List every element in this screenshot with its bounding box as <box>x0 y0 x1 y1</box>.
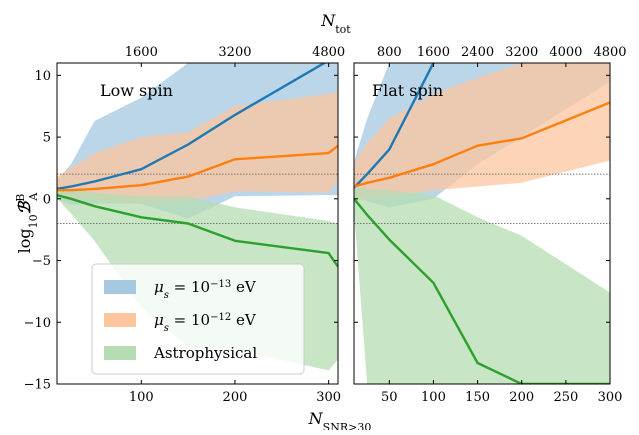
median-line-astrophysical <box>57 193 338 268</box>
y-tick-label: −15 <box>24 378 51 393</box>
legend-label: μs = 10−13 eV <box>154 278 257 301</box>
median-line--s-10-12-ev <box>57 144 338 192</box>
x-tick-label: 300 <box>316 390 341 405</box>
x-tick-label: 100 <box>421 390 446 405</box>
legend-swatch <box>104 346 136 360</box>
axes-frame <box>353 62 611 385</box>
median-line--s-10-13-ev <box>57 63 327 191</box>
band--s-10-12-ev <box>57 91 338 204</box>
x-tick-label: 200 <box>509 390 534 405</box>
top-tick-label: 1600 <box>417 45 450 60</box>
top-tick-label: 4800 <box>312 45 345 60</box>
legend-box <box>91 263 305 375</box>
top-tick-label: 800 <box>377 45 402 60</box>
median-line--s-10-12-ev <box>354 101 610 188</box>
x-tick-label: 50 <box>381 390 398 405</box>
top-tick-label: 1600 <box>125 45 158 60</box>
x-tick-label: 300 <box>598 390 623 405</box>
top-tick-label: 3200 <box>218 45 251 60</box>
x-tick-label: 250 <box>553 390 578 405</box>
band--s-10-12-ev <box>354 63 610 202</box>
axes-frame <box>56 62 339 385</box>
legend-item: μs = 10−13 eV <box>104 278 257 301</box>
x-tick-label: 200 <box>223 390 248 405</box>
legend-label: μs = 10−12 eV <box>154 311 257 334</box>
y-tick-label: 10 <box>34 69 51 84</box>
y-tick-label: −5 <box>32 254 51 269</box>
plot-area <box>354 63 610 384</box>
panel-title: Low spin <box>100 81 173 100</box>
x-tick-label: 100 <box>129 390 154 405</box>
panel-title: Flat spin <box>372 81 443 100</box>
x-axis-title: NSNR>30 <box>308 409 372 430</box>
y-tick-label: −10 <box>24 316 51 331</box>
median-line-astrophysical <box>354 198 610 384</box>
y-axis-title: log10ℬBA <box>14 192 40 254</box>
legend-item: Astrophysical <box>104 344 257 362</box>
top-axis-title: Ntot <box>320 11 351 36</box>
y-tick-label: 5 <box>43 131 51 146</box>
median-line--s-10-13-ev <box>354 63 436 189</box>
legend-swatch <box>104 280 136 294</box>
legend: μs = 10−13 eV μs = 10−12 eV Astrophysica… <box>91 263 305 375</box>
legend-swatch <box>104 313 136 327</box>
top-tick-label: 4800 <box>593 45 626 60</box>
top-tick-label: 4000 <box>549 45 582 60</box>
y-tick-label: 0 <box>43 192 51 207</box>
top-tick-label: 2400 <box>461 45 494 60</box>
top-tick-label: 3200 <box>505 45 538 60</box>
x-tick-label: 150 <box>465 390 490 405</box>
band-astrophysical <box>354 186 610 384</box>
legend-label: Astrophysical <box>153 344 257 362</box>
legend-item: μs = 10−12 eV <box>104 311 257 334</box>
panel-flat-spin: 50 100 150 200 250 300 800 1600 2400 3200 4000 4800… <box>353 45 627 405</box>
